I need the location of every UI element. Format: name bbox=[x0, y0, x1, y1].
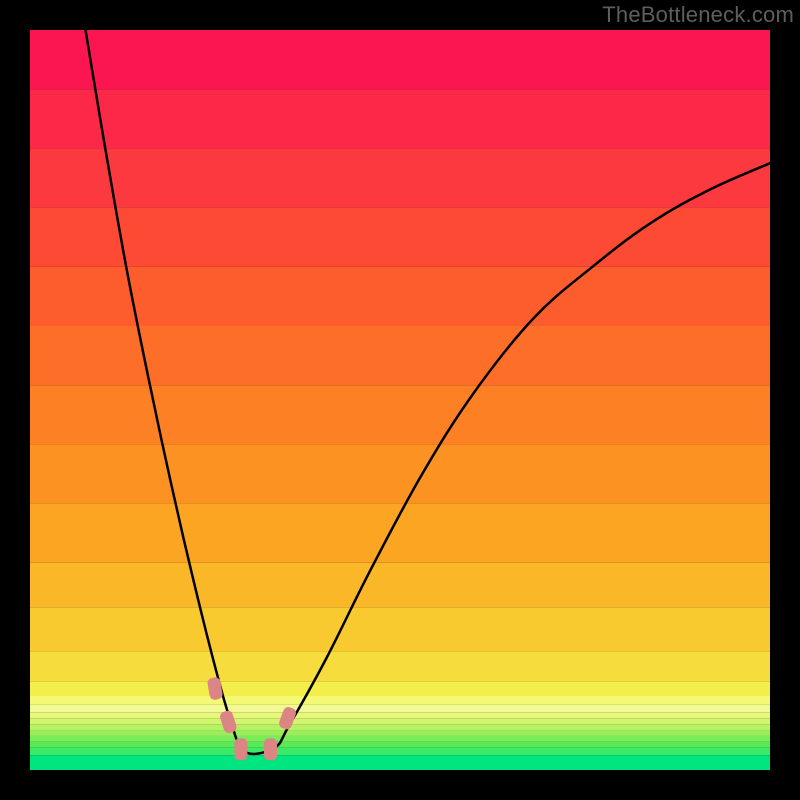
attribution-text: TheBottleneck.com bbox=[602, 2, 794, 28]
marker bbox=[234, 738, 247, 760]
gradient-bands bbox=[30, 30, 770, 770]
marker bbox=[264, 738, 277, 760]
chart-frame: TheBottleneck.com bbox=[0, 0, 800, 800]
plot-area bbox=[30, 30, 770, 770]
chart-svg bbox=[30, 30, 770, 770]
